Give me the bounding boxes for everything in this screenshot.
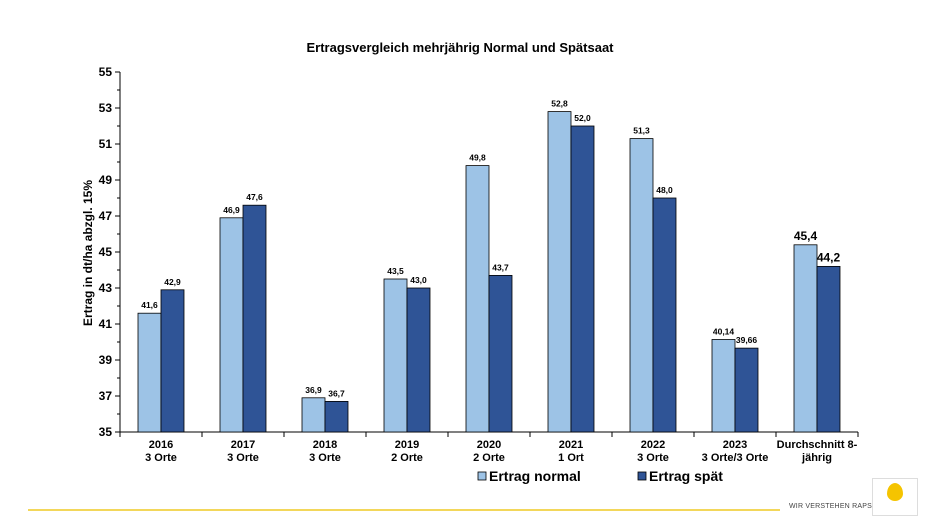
x-category-label: 2023 bbox=[723, 439, 747, 451]
data-label: 48,0 bbox=[656, 185, 673, 195]
data-label: 52,8 bbox=[551, 99, 568, 109]
x-category-label: 3 Orte bbox=[637, 452, 669, 464]
data-label: 47,6 bbox=[246, 192, 263, 202]
y-tick-label: 51 bbox=[99, 137, 113, 151]
y-tick-label: 35 bbox=[99, 425, 113, 439]
data-label: 46,9 bbox=[223, 205, 240, 215]
data-label: 49,8 bbox=[469, 153, 486, 163]
chart-title: Ertragsvergleich mehrjährig Normal und S… bbox=[306, 40, 614, 55]
rapeseed-drop-icon bbox=[887, 483, 903, 501]
x-category-label: 2 Orte bbox=[473, 452, 505, 464]
footer-divider bbox=[28, 509, 780, 511]
y-tick-label: 45 bbox=[99, 245, 113, 259]
y-axis-label: Ertrag in dt/ha abzgl. 15% bbox=[81, 180, 95, 326]
y-tick-label: 37 bbox=[99, 389, 113, 403]
brand-logo bbox=[872, 478, 918, 516]
legend-label: Ertrag spät bbox=[649, 468, 723, 484]
y-tick-label: 47 bbox=[99, 209, 113, 223]
data-label: 43,5 bbox=[387, 266, 404, 276]
bar-normal bbox=[547, 111, 572, 433]
x-category-label: 2022 bbox=[641, 439, 665, 451]
x-category-label: 1 Ort bbox=[558, 452, 584, 464]
bar-normal bbox=[465, 165, 490, 433]
bar-spaet bbox=[652, 197, 677, 433]
bar-spaet bbox=[242, 204, 267, 433]
data-label: 43,0 bbox=[410, 275, 427, 285]
data-label: 45,4 bbox=[794, 229, 818, 243]
data-label: 39,66 bbox=[736, 335, 758, 345]
x-category-label: 2019 bbox=[395, 439, 419, 451]
x-category-label: 2016 bbox=[149, 439, 173, 451]
bar-spaet bbox=[734, 347, 759, 433]
data-label: 43,7 bbox=[492, 262, 509, 272]
x-category-label: jährig bbox=[801, 452, 832, 464]
data-label: 51,3 bbox=[633, 126, 650, 136]
data-label: 40,14 bbox=[713, 326, 735, 336]
y-tick-label: 43 bbox=[99, 281, 113, 295]
bar-spaet bbox=[816, 265, 841, 433]
footer-brand-text: WIR VERSTEHEN RAPS bbox=[789, 503, 872, 510]
x-category-label: 3 Orte bbox=[309, 452, 341, 464]
bar-spaet bbox=[570, 125, 595, 433]
x-category-label: 2018 bbox=[313, 439, 337, 451]
x-category-label: 2020 bbox=[477, 439, 501, 451]
bar-normal bbox=[793, 244, 818, 433]
data-label: 52,0 bbox=[574, 113, 591, 123]
x-category-label: 3 Orte bbox=[145, 452, 177, 464]
x-category-label: 3 Orte/3 Orte bbox=[702, 452, 769, 464]
bar-normal bbox=[383, 278, 408, 433]
x-category-label: Durchschnitt 8- bbox=[777, 439, 858, 451]
bar-spaet bbox=[324, 400, 349, 433]
x-category-label: 2017 bbox=[231, 439, 255, 451]
data-label: 36,9 bbox=[305, 385, 322, 395]
bar-spaet bbox=[160, 289, 185, 433]
bar-normal bbox=[629, 138, 654, 433]
legend-swatch bbox=[477, 471, 487, 481]
legend-label: Ertrag normal bbox=[489, 468, 581, 484]
bar-spaet bbox=[406, 287, 431, 433]
data-label: 41,6 bbox=[141, 300, 158, 310]
x-category-label: 3 Orte bbox=[227, 452, 259, 464]
bar-normal bbox=[711, 339, 736, 433]
y-tick-label: 39 bbox=[99, 353, 113, 367]
y-tick-label: 41 bbox=[99, 317, 113, 331]
y-tick-label: 53 bbox=[99, 101, 113, 115]
bar-normal bbox=[219, 217, 244, 433]
y-tick-label: 49 bbox=[99, 173, 113, 187]
x-category-label: 2021 bbox=[559, 439, 583, 451]
data-label: 36,7 bbox=[328, 388, 345, 398]
bar-normal bbox=[137, 312, 162, 433]
legend: Ertrag normal Ertrag spät bbox=[477, 468, 723, 484]
legend-swatch bbox=[637, 471, 647, 481]
bar-spaet bbox=[488, 274, 513, 433]
x-category-label: 2 Orte bbox=[391, 452, 423, 464]
bar-normal bbox=[301, 397, 326, 433]
data-label: 44,2 bbox=[817, 250, 841, 264]
y-tick-label: 55 bbox=[99, 65, 113, 79]
data-label: 42,9 bbox=[164, 277, 181, 287]
